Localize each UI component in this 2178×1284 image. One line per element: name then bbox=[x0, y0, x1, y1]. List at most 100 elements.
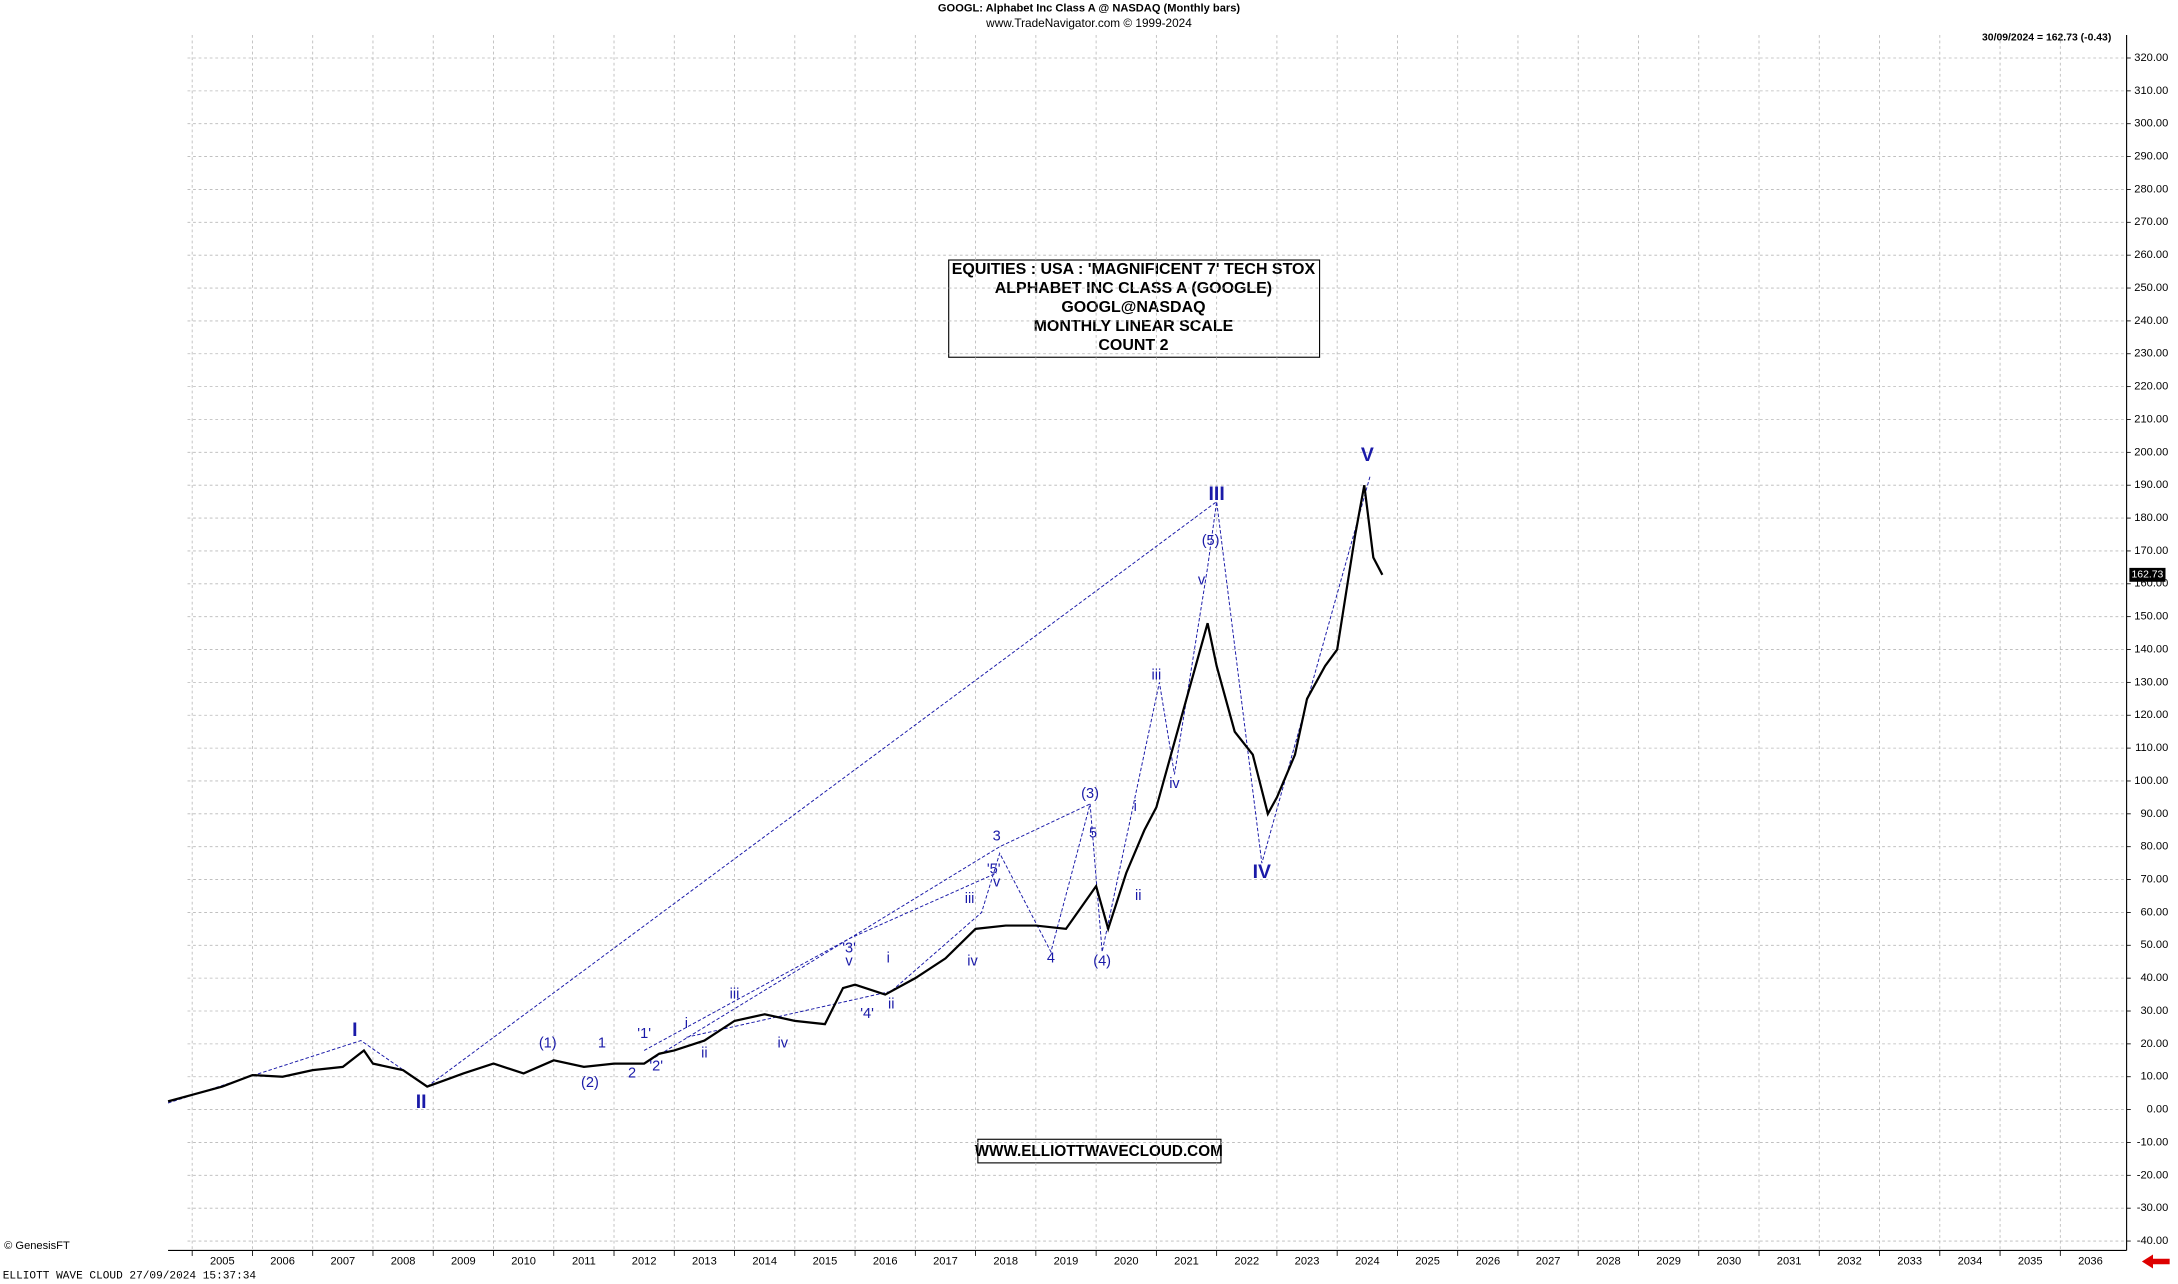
y-tick-label: 190.00 bbox=[2134, 479, 2168, 491]
y-tick-label: 250.00 bbox=[2134, 282, 2168, 294]
x-tick-label: 2007 bbox=[330, 1255, 355, 1267]
x-tick-label: 2027 bbox=[1536, 1255, 1561, 1267]
y-tick-label: 0.00 bbox=[2147, 1104, 2169, 1116]
wave-label: 5 bbox=[1089, 825, 1097, 841]
x-tick-label: 2010 bbox=[511, 1255, 536, 1267]
wave-label: I bbox=[352, 1019, 357, 1041]
y-tick-label: 200.00 bbox=[2134, 446, 2168, 458]
wave-label: (2) bbox=[581, 1075, 599, 1091]
price-line bbox=[167, 485, 1384, 1103]
wave-label: i bbox=[887, 950, 890, 966]
x-tick-label: 2021 bbox=[1174, 1255, 1199, 1267]
wave-line bbox=[686, 501, 1218, 1038]
wave-label: (3) bbox=[1081, 786, 1099, 802]
x-tick-label: 2017 bbox=[933, 1255, 958, 1267]
x-tick-label: 2020 bbox=[1114, 1255, 1139, 1267]
wave-label: ii bbox=[888, 996, 894, 1012]
y-tick-label: 100.00 bbox=[2134, 775, 2168, 787]
wave-label: (4) bbox=[1093, 954, 1111, 970]
y-tick-label: 140.00 bbox=[2134, 643, 2168, 655]
wave-label: '4' bbox=[860, 1006, 874, 1022]
x-tick-label: 2026 bbox=[1475, 1255, 1500, 1267]
x-tick-label: 2016 bbox=[873, 1255, 898, 1267]
y-tick-label: 270.00 bbox=[2134, 216, 2168, 228]
y-tick-label: 50.00 bbox=[2140, 939, 2168, 951]
website-box bbox=[977, 1138, 1222, 1164]
wave-label: '2' bbox=[649, 1059, 663, 1075]
wave-line bbox=[643, 872, 997, 1051]
price-tag-label: 162.73 bbox=[2132, 570, 2164, 581]
wave-label: '3' bbox=[842, 940, 856, 956]
y-tick-label: 170.00 bbox=[2134, 545, 2168, 557]
info-line: GOOGL@NASDAQ bbox=[1061, 299, 1205, 316]
y-tick-label: 150.00 bbox=[2134, 611, 2168, 623]
x-tick-label: 2032 bbox=[1837, 1255, 1862, 1267]
wave-label: iv bbox=[777, 1036, 788, 1052]
y-tick-label: 300.00 bbox=[2134, 118, 2168, 130]
scroll-arrow[interactable] bbox=[2141, 1254, 2170, 1269]
y-tick-label: 320.00 bbox=[2134, 52, 2168, 64]
wave-label: 1 bbox=[598, 1036, 606, 1052]
x-tick-label: 2028 bbox=[1596, 1255, 1621, 1267]
y-tick-label: 280.00 bbox=[2134, 183, 2168, 195]
x-tick-label: 2015 bbox=[813, 1255, 838, 1267]
x-tick-label: 2005 bbox=[210, 1255, 235, 1267]
info-box bbox=[948, 259, 1321, 358]
wave-label: iii bbox=[1152, 668, 1162, 684]
x-tick-label: 2012 bbox=[632, 1255, 657, 1267]
x-tick-label: 2024 bbox=[1355, 1255, 1380, 1267]
y-tick-label: 260.00 bbox=[2134, 249, 2168, 261]
wave-label: 3 bbox=[993, 829, 1001, 845]
x-tick-label: 2014 bbox=[752, 1255, 777, 1267]
price-tag bbox=[2129, 567, 2166, 582]
wave-label: '5' bbox=[987, 862, 1001, 878]
wave-label: v bbox=[845, 954, 853, 970]
y-tick-label: 10.00 bbox=[2140, 1071, 2168, 1083]
x-tick-label: 2023 bbox=[1295, 1255, 1320, 1267]
wave-line bbox=[167, 475, 1371, 1104]
x-tick-label: 2009 bbox=[451, 1255, 476, 1267]
y-tick-label: 30.00 bbox=[2140, 1005, 2168, 1017]
y-tick-label: 40.00 bbox=[2140, 972, 2168, 984]
y-tick-label: 70.00 bbox=[2140, 873, 2168, 885]
wave-label: i bbox=[1134, 799, 1137, 815]
y-tick-label: 90.00 bbox=[2140, 808, 2168, 820]
info-line: ALPHABET INC CLASS A (GOOGLE) bbox=[995, 280, 1272, 297]
x-tick-label: 2025 bbox=[1415, 1255, 1440, 1267]
y-tick-label: 80.00 bbox=[2140, 841, 2168, 853]
wave-label: '1' bbox=[637, 1026, 651, 1042]
wave-label: II bbox=[416, 1091, 427, 1113]
wave-label: IV bbox=[1253, 861, 1271, 883]
wave-label: iv bbox=[967, 954, 978, 970]
y-tick-label: 240.00 bbox=[2134, 315, 2168, 327]
x-tick-label: 2019 bbox=[1054, 1255, 1079, 1267]
y-tick-label: 120.00 bbox=[2134, 709, 2168, 721]
y-tick-label: 230.00 bbox=[2134, 348, 2168, 360]
x-tick-label: 2006 bbox=[270, 1255, 295, 1267]
chart-subtitle: www.TradeNavigator.com © 1999-2024 bbox=[985, 16, 1192, 30]
y-tick-label: -40.00 bbox=[2137, 1235, 2169, 1247]
y-tick-label: 20.00 bbox=[2140, 1038, 2168, 1050]
wave-label: 2 bbox=[628, 1065, 636, 1081]
info-line: COUNT 2 bbox=[1098, 337, 1168, 354]
wave-label: v bbox=[1198, 572, 1206, 588]
x-tick-label: 2029 bbox=[1656, 1255, 1681, 1267]
x-tick-label: 2036 bbox=[2078, 1255, 2103, 1267]
wave-label: ii bbox=[701, 1046, 707, 1062]
x-tick-label: 2031 bbox=[1777, 1255, 1802, 1267]
x-tick-label: 2008 bbox=[391, 1255, 416, 1267]
x-tick-label: 2022 bbox=[1234, 1255, 1259, 1267]
website: WWW.ELLIOTTWAVECLOUD.COM bbox=[975, 1143, 1223, 1160]
wave-label: i bbox=[685, 1016, 688, 1032]
y-tick-label: 220.00 bbox=[2134, 381, 2168, 393]
chart-title: GOOGL: Alphabet Inc Class A @ NASDAQ (Mo… bbox=[938, 3, 1240, 15]
header-right: 30/09/2024 = 162.73 (-0.43) bbox=[1982, 33, 2111, 44]
wave-label: (5) bbox=[1202, 533, 1220, 549]
info-line: EQUITIES : USA : 'MAGNIFICENT 7' TECH ST… bbox=[952, 261, 1316, 278]
wave-label: ii bbox=[1135, 888, 1141, 904]
y-tick-label: 310.00 bbox=[2134, 85, 2168, 97]
wave-label: v bbox=[993, 875, 1001, 891]
wave-label: iv bbox=[1169, 776, 1180, 792]
x-tick-label: 2034 bbox=[1958, 1255, 1983, 1267]
